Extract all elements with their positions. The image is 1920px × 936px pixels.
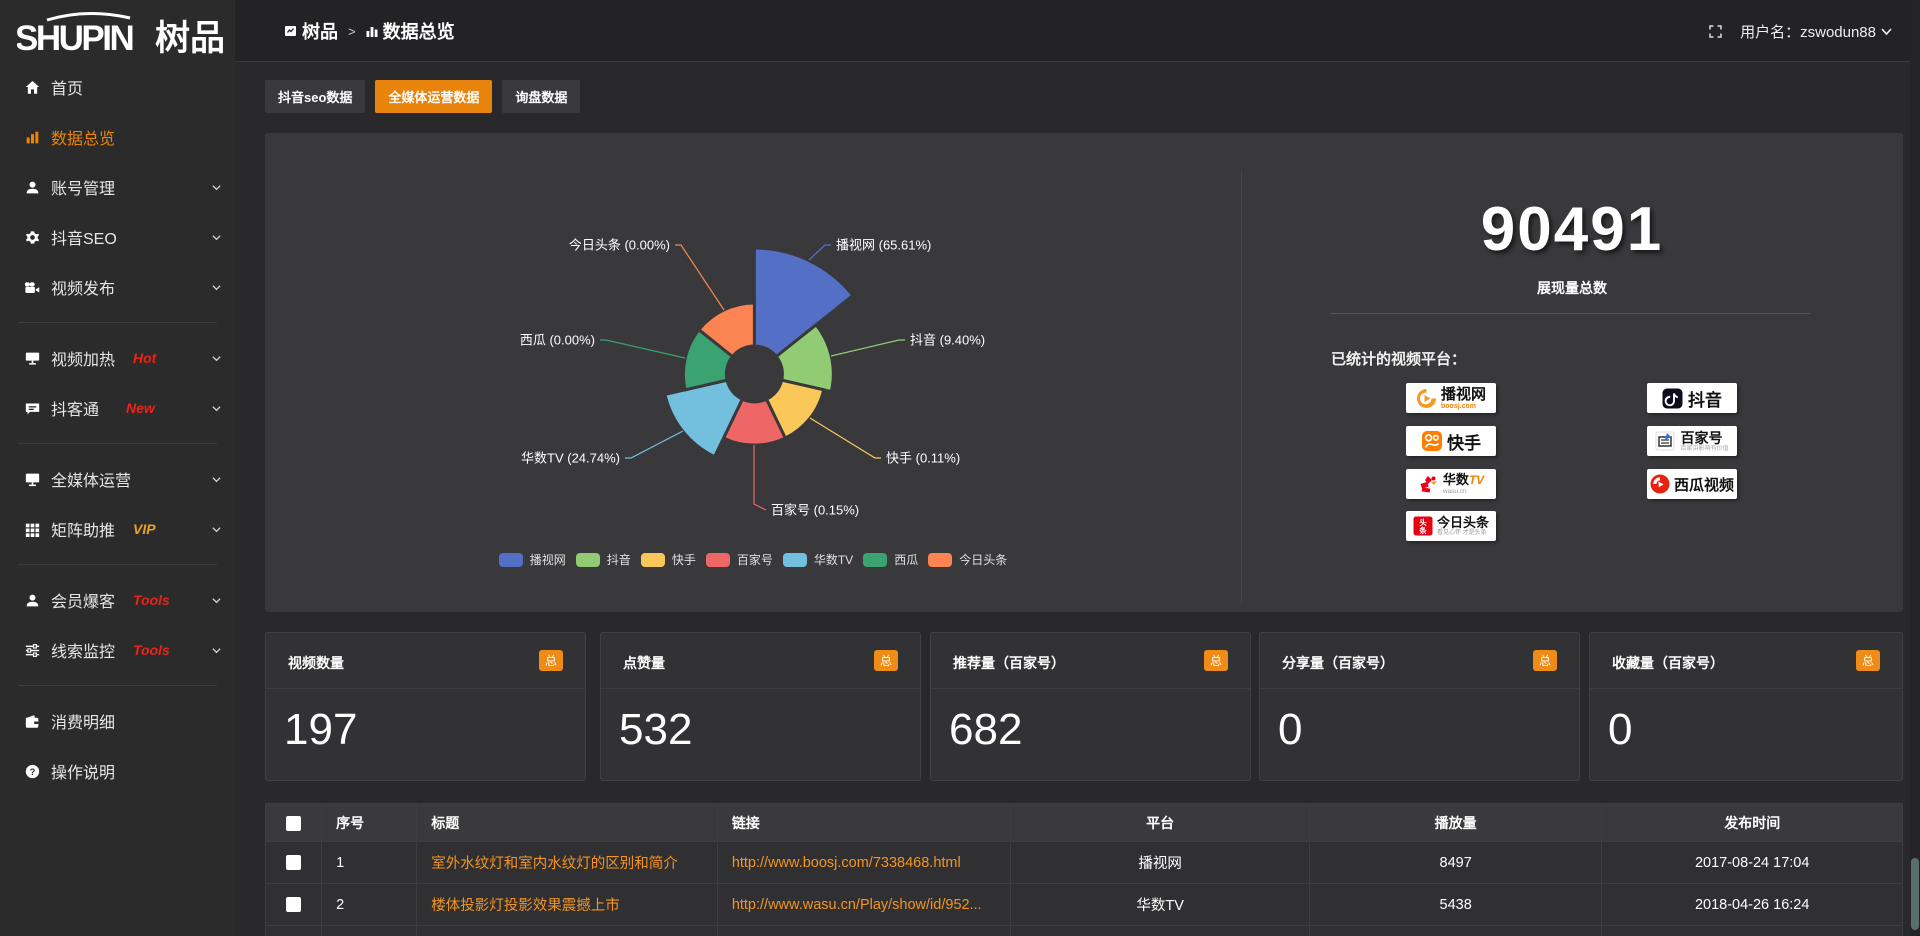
svg-text:SHUPIN: SHUPIN: [17, 19, 132, 57]
svg-text:百家号 (0.15%): 百家号 (0.15%): [771, 503, 859, 518]
svg-text:今日头条 (0.00%): 今日头条 (0.00%): [569, 238, 670, 253]
svg-text:华数TV (24.74%): 华数TV (24.74%): [521, 451, 620, 466]
svg-text:西瓜 (0.00%): 西瓜 (0.00%): [520, 333, 595, 348]
svg-text:树品: 树品: [155, 19, 225, 57]
svg-text:头: 头: [1419, 517, 1427, 527]
svg-text:?: ?: [30, 766, 36, 776]
svg-text:快手 (0.11%): 快手 (0.11%): [886, 451, 960, 466]
svg-text:抖音 (9.40%): 抖音 (9.40%): [910, 333, 985, 348]
svg-text:播视网 (65.61%): 播视网 (65.61%): [836, 238, 931, 253]
svg-text:条: 条: [1418, 525, 1427, 535]
